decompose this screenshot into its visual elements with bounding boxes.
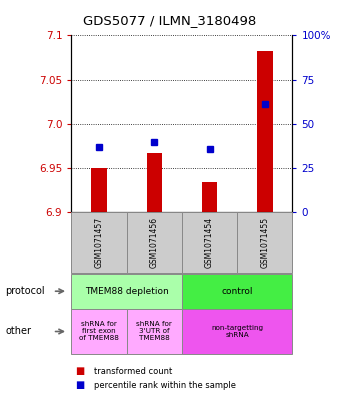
Text: shRNA for
3'UTR of
TMEM88: shRNA for 3'UTR of TMEM88: [136, 321, 172, 342]
Text: GSM1071455: GSM1071455: [260, 217, 269, 268]
Text: GSM1071456: GSM1071456: [150, 217, 159, 268]
Text: transformed count: transformed count: [94, 367, 172, 376]
Text: GDS5077 / ILMN_3180498: GDS5077 / ILMN_3180498: [83, 14, 257, 27]
Text: TMEM88 depletion: TMEM88 depletion: [85, 287, 169, 296]
Bar: [202, 182, 217, 212]
Text: percentile rank within the sample: percentile rank within the sample: [94, 381, 236, 389]
Bar: [257, 51, 273, 212]
Text: shRNA for
first exon
of TMEM88: shRNA for first exon of TMEM88: [79, 321, 119, 342]
Text: GSM1071454: GSM1071454: [205, 217, 214, 268]
Text: control: control: [221, 287, 253, 296]
Text: non-targetting
shRNA: non-targetting shRNA: [211, 325, 263, 338]
Text: protocol: protocol: [5, 286, 45, 296]
Text: GSM1071457: GSM1071457: [95, 217, 103, 268]
Text: other: other: [5, 327, 31, 336]
Text: ■: ■: [75, 380, 84, 390]
Bar: [91, 168, 107, 212]
Text: ■: ■: [75, 366, 84, 376]
Bar: [147, 153, 162, 212]
